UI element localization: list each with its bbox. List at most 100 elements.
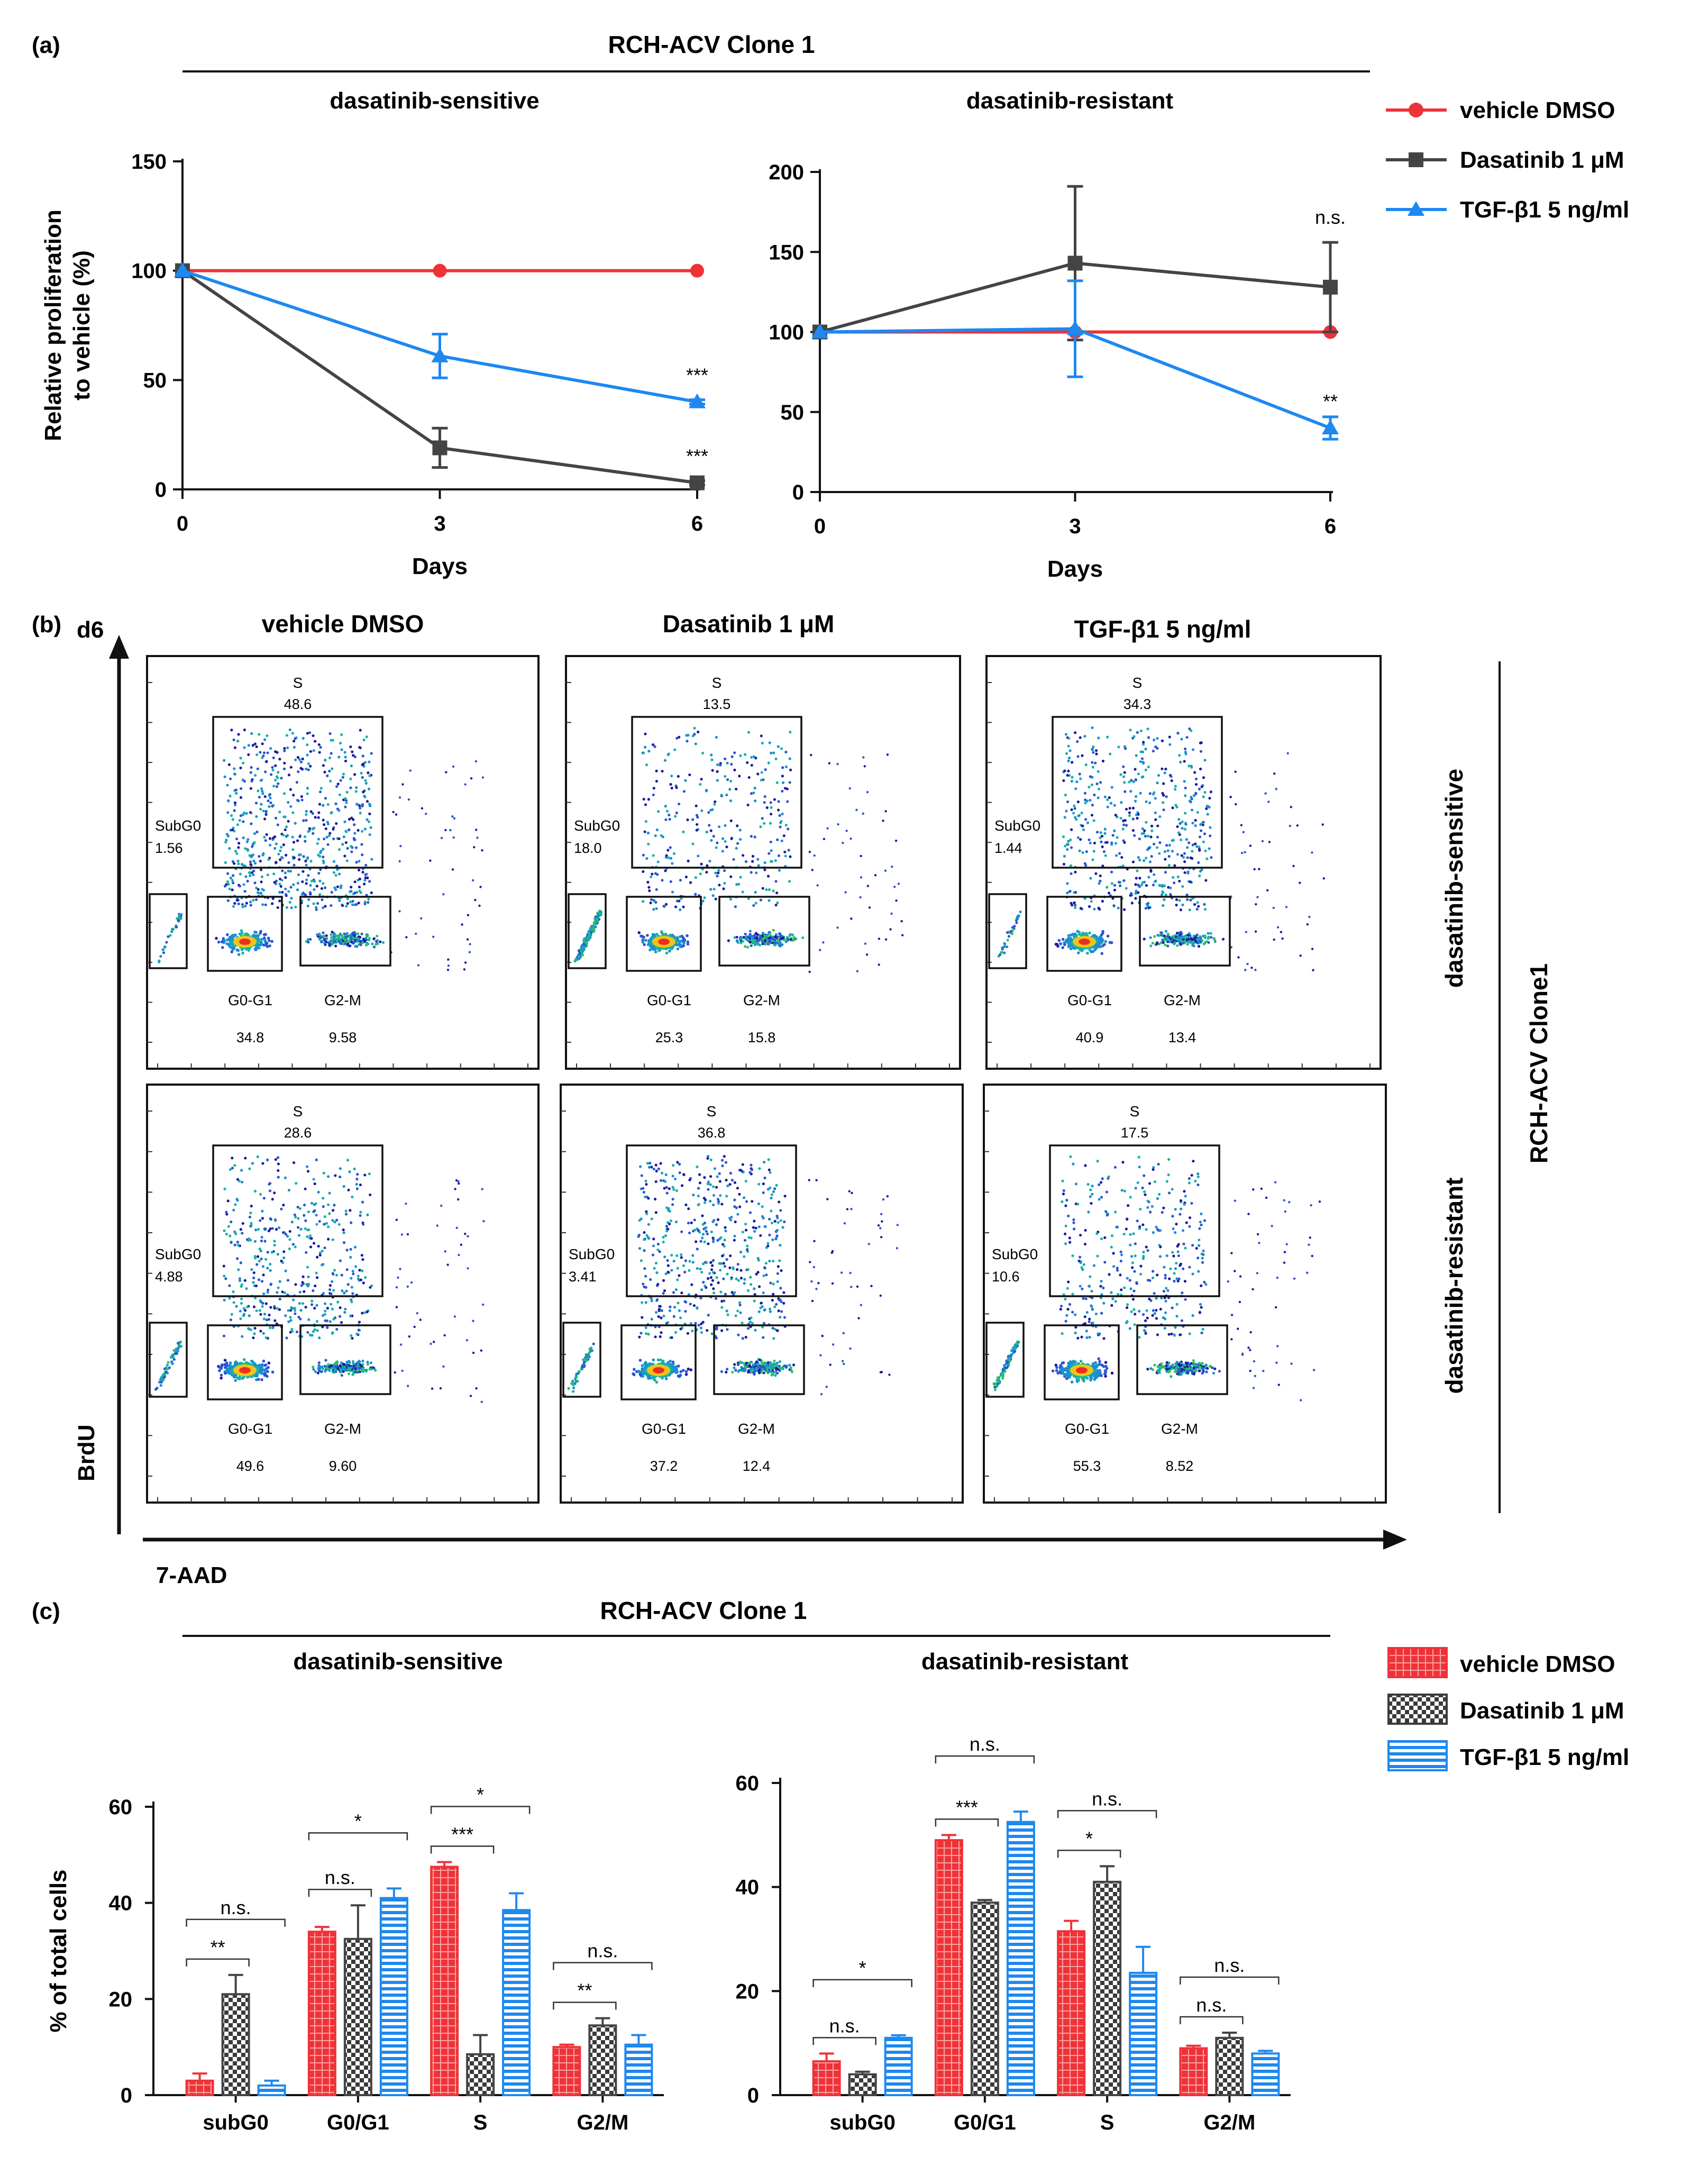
- flow-event: [652, 1244, 655, 1247]
- flow-event: [643, 1267, 646, 1270]
- flow-event: [725, 845, 728, 848]
- flow-event: [1145, 907, 1147, 909]
- flow-event: [1165, 894, 1167, 896]
- flow-event: [1093, 819, 1095, 822]
- flow-event: [176, 1352, 178, 1354]
- flow-event: [1122, 775, 1125, 778]
- flow-event: [1187, 765, 1190, 767]
- flow-event: [684, 1204, 687, 1206]
- flow-event: [1084, 864, 1087, 867]
- flow-event: [1003, 942, 1006, 945]
- flow-event: [1089, 877, 1092, 879]
- flow-event: [235, 1305, 237, 1308]
- flow-event: [1067, 737, 1070, 740]
- flow-event: [252, 1281, 254, 1284]
- flow-event: [272, 1326, 275, 1329]
- flow-event: [723, 869, 726, 872]
- flow-event: [1262, 840, 1264, 842]
- flow-event: [340, 1321, 343, 1324]
- flow-event: [822, 941, 824, 943]
- flow-event: [360, 1279, 362, 1281]
- flow-event: [742, 940, 744, 942]
- flow-event: [249, 874, 251, 877]
- flow-event: [1141, 776, 1144, 778]
- flow-event: [226, 811, 229, 814]
- flow-event: [1067, 840, 1070, 843]
- flow-event: [369, 1194, 371, 1196]
- flow-event: [664, 869, 666, 872]
- flow-event: [1135, 795, 1137, 798]
- flow-event: [451, 815, 453, 817]
- flow-event: [715, 1186, 718, 1189]
- flow-event: [1065, 809, 1067, 812]
- flow-event: [719, 1269, 721, 1271]
- flow-event: [760, 734, 763, 737]
- flow-event: [1203, 943, 1205, 945]
- flow-event: [273, 1320, 276, 1322]
- flow-event: [1094, 872, 1097, 875]
- flow-event: [334, 934, 336, 936]
- flow-event: [262, 852, 264, 855]
- flow-event: [273, 1191, 276, 1194]
- flow-event: [750, 792, 753, 795]
- flow-event: [339, 794, 341, 796]
- flow-event: [443, 1334, 445, 1336]
- flow-event: [369, 805, 371, 807]
- flow-event: [317, 838, 320, 840]
- flow-event: [756, 772, 759, 775]
- flow-event: [1186, 898, 1189, 901]
- flow-event: [346, 932, 349, 935]
- flow-event: [329, 1320, 332, 1323]
- flow-event: [229, 1234, 231, 1237]
- flow-event: [778, 932, 781, 935]
- flow-event: [324, 1313, 326, 1316]
- flow-event: [1099, 836, 1101, 839]
- flow-event: [322, 860, 325, 862]
- flow-event: [1244, 969, 1246, 971]
- flow-event: [331, 891, 333, 894]
- flow-event: [1088, 905, 1091, 908]
- flow-event: [709, 888, 712, 890]
- flow-event: [289, 729, 291, 731]
- flow-event: [748, 1171, 751, 1173]
- flow-event: [716, 763, 719, 766]
- flow-event: [430, 1343, 432, 1345]
- flow-event: [1115, 814, 1117, 816]
- flow-event: [1250, 967, 1253, 969]
- flow-event: [306, 1229, 309, 1231]
- flow-event: [292, 1243, 295, 1245]
- flow-event: [860, 855, 862, 857]
- flow-event: [826, 827, 828, 829]
- flow-event: [1185, 736, 1188, 739]
- flow-event: [1120, 856, 1123, 859]
- flow-event: [263, 1364, 267, 1367]
- flow-event: [1117, 907, 1120, 909]
- flow-event: [778, 869, 781, 871]
- flow-event: [1165, 795, 1168, 798]
- flow-event: [769, 1281, 772, 1284]
- flow-event: [1065, 752, 1068, 755]
- flow-event: [1007, 939, 1009, 941]
- flow-event: [300, 795, 303, 798]
- flow-event: [306, 743, 308, 746]
- flow-event: [215, 937, 218, 940]
- flow-event: [715, 847, 718, 849]
- flow-event: [758, 1167, 761, 1170]
- flow-event: [733, 751, 736, 754]
- flow-event: [746, 1244, 748, 1247]
- flow-event: [290, 766, 293, 769]
- flow-event: [655, 1180, 657, 1183]
- flow-event: [729, 876, 732, 878]
- flow-event: [264, 839, 267, 842]
- flow-event: [321, 887, 323, 890]
- flow-event: [713, 888, 716, 890]
- flow-event: [1063, 943, 1066, 947]
- flow-event: [352, 754, 354, 757]
- flow-event: [323, 771, 326, 774]
- flow-event: [1131, 902, 1134, 904]
- flow-event: [770, 849, 773, 852]
- flow-event: [345, 1249, 348, 1251]
- flow-event: [869, 906, 871, 908]
- flow-event: [1186, 939, 1189, 941]
- flow-event: [783, 851, 786, 853]
